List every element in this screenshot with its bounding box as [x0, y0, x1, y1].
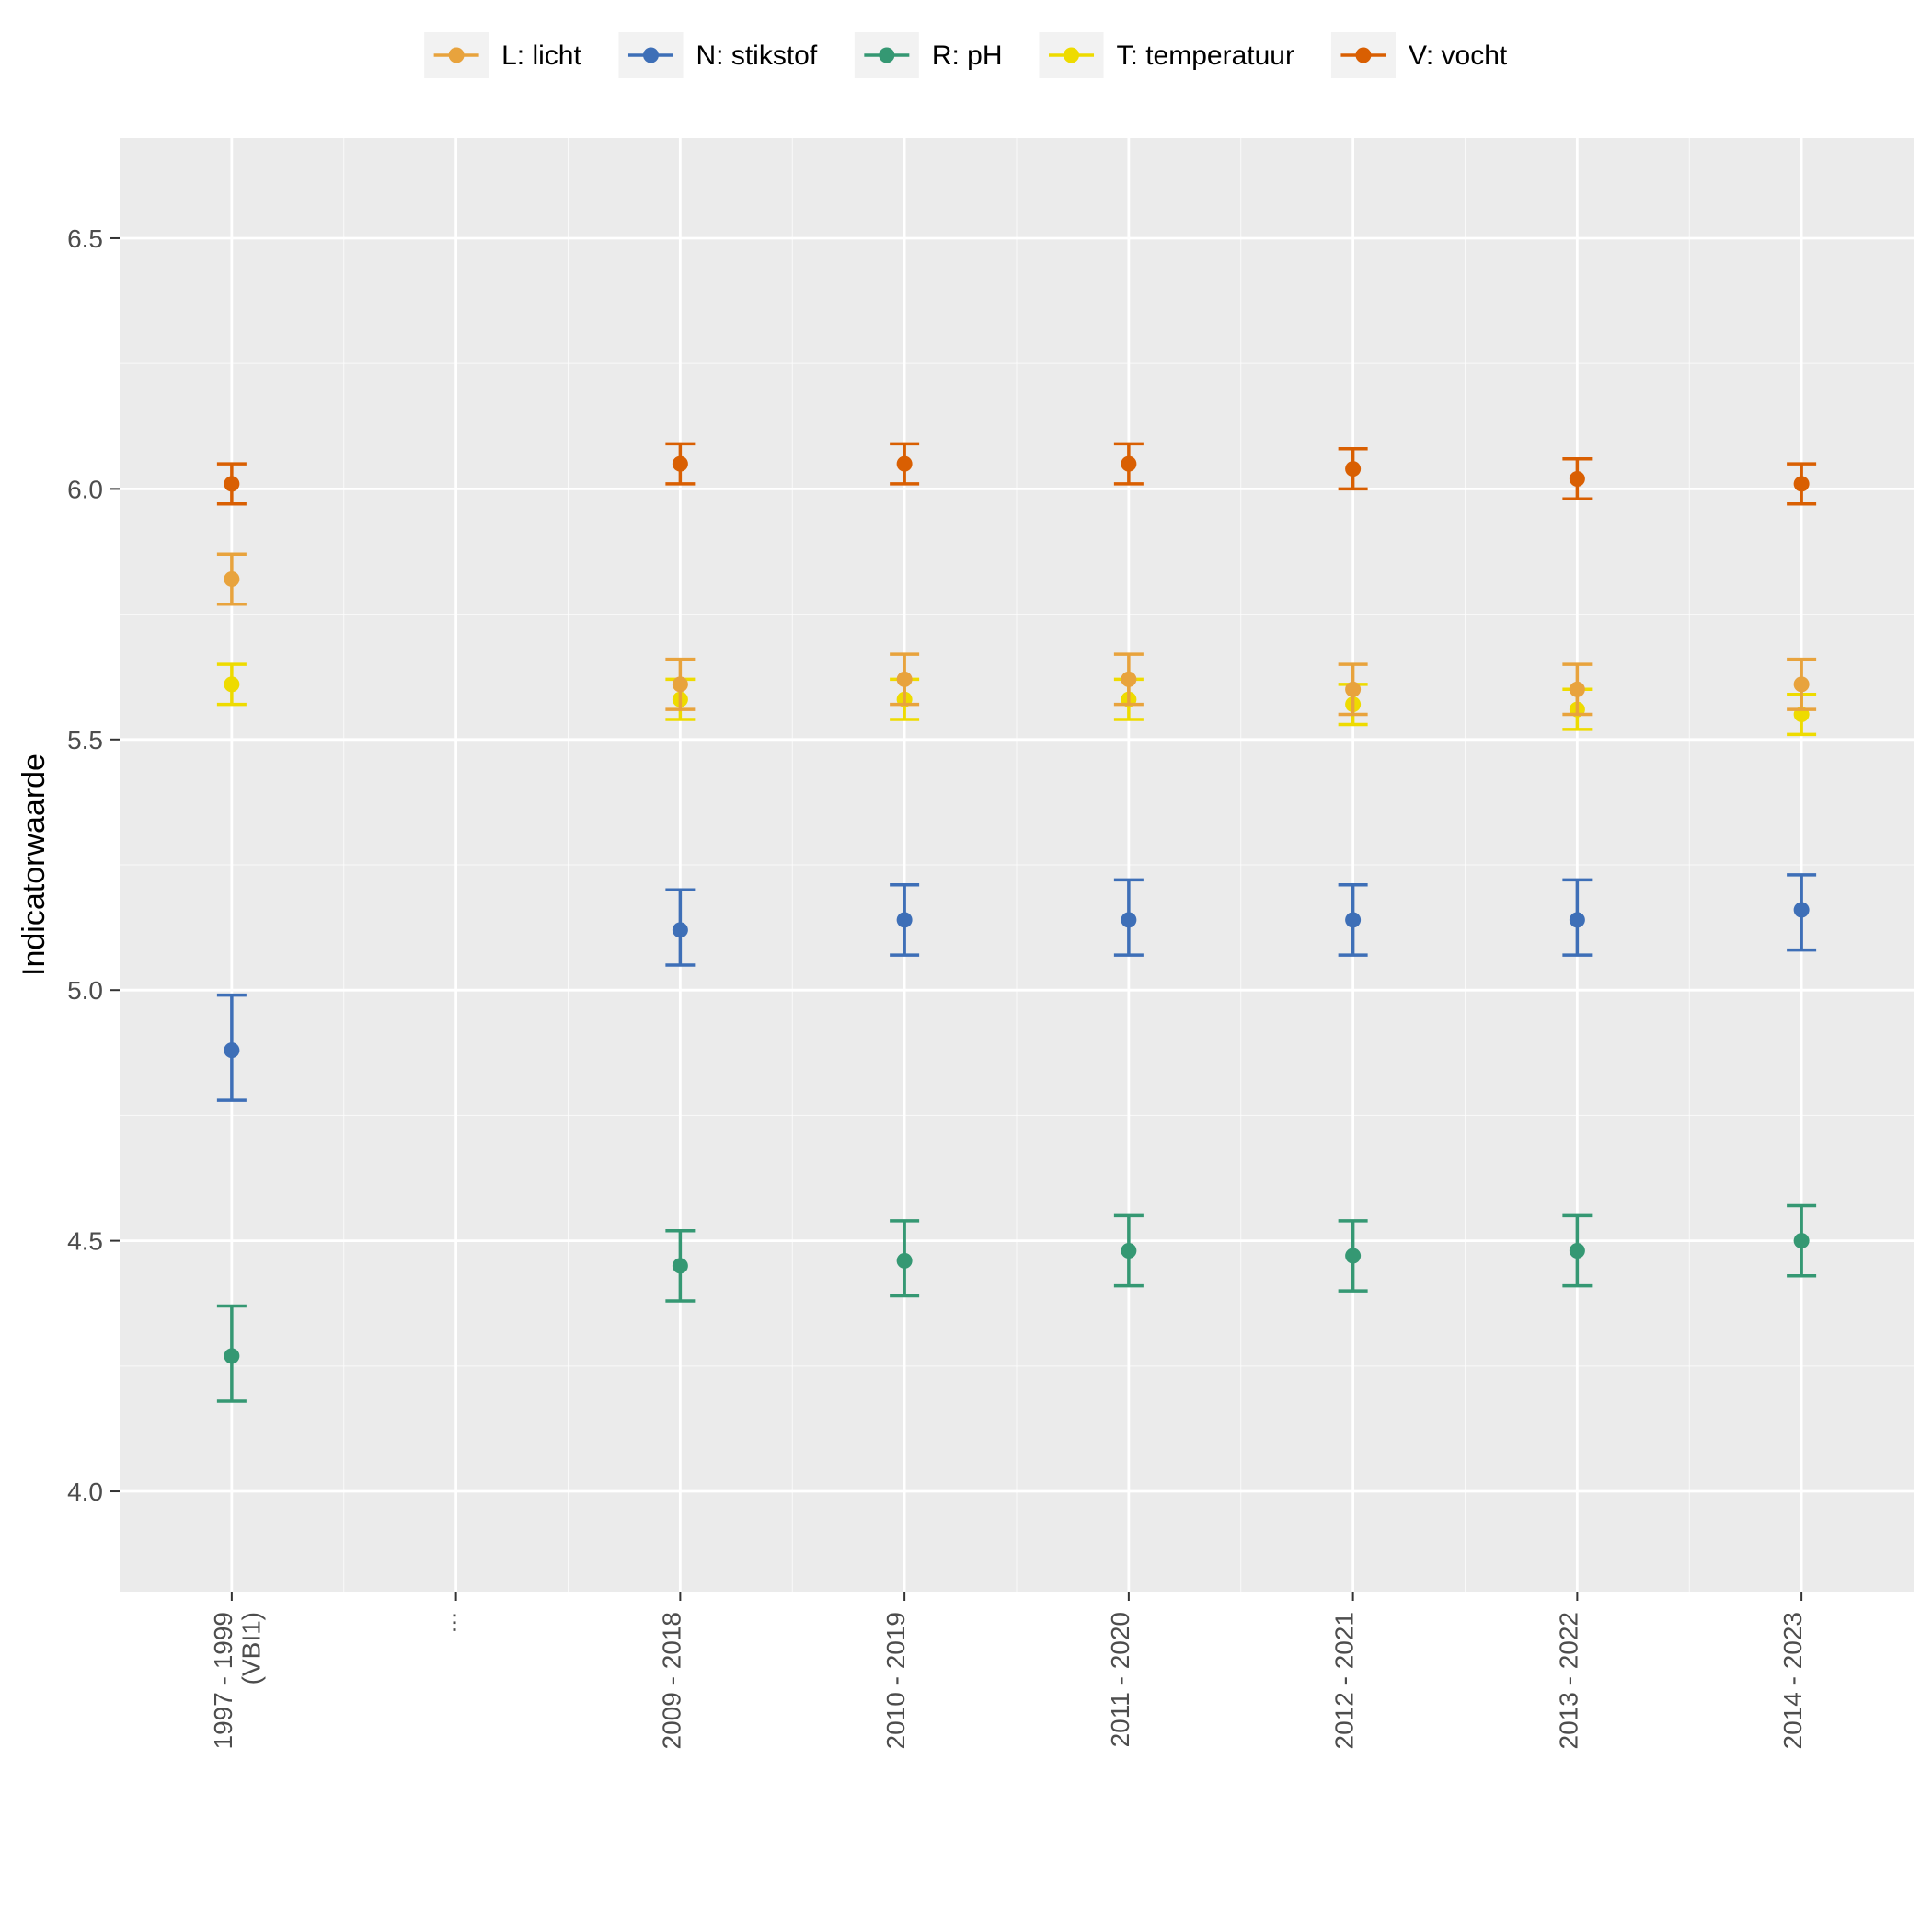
point-N: [1794, 903, 1810, 918]
point-N: [897, 912, 913, 927]
legend-point-icon: [1064, 48, 1079, 63]
point-R: [897, 1253, 913, 1269]
point-V: [1121, 456, 1136, 472]
legend-item-V: V: vocht: [1331, 32, 1508, 78]
ytick-label: 4.5: [67, 1227, 103, 1256]
point-T: [224, 676, 239, 692]
legend: L: licht N: stikstof R: pH T: temperatuur V:…: [424, 32, 1508, 78]
point-L: [1121, 672, 1136, 687]
legend-label: T: temperatuur: [1117, 40, 1294, 71]
ytick-label: 4.0: [67, 1478, 103, 1506]
xtick-label-group: 2014 - 2023: [1778, 1612, 1807, 1749]
point-R: [1794, 1233, 1810, 1248]
xtick-label-group: ...: [433, 1612, 462, 1633]
xtick-label-group: 2013 - 2022: [1554, 1612, 1582, 1749]
legend-label: L: licht: [501, 40, 581, 71]
point-N: [673, 922, 688, 937]
point-V: [1794, 476, 1810, 491]
point-R: [1121, 1243, 1136, 1259]
xtick-label-group: 1997 - 1999(VBI1): [209, 1612, 266, 1749]
point-N: [1345, 912, 1361, 927]
point-R: [1345, 1248, 1361, 1263]
xtick-label: 2013 - 2022: [1554, 1612, 1582, 1749]
point-V: [673, 456, 688, 472]
xtick-label: 2009 - 2018: [657, 1612, 685, 1749]
point-V: [897, 456, 913, 472]
xtick-label-group: 2012 - 2021: [1330, 1612, 1359, 1749]
xtick-label-group: 2011 - 2020: [1106, 1612, 1134, 1747]
legend-label: R: pH: [932, 40, 1003, 71]
xtick-label-group: 2009 - 2018: [657, 1612, 685, 1749]
legend-item-R: R: pH: [855, 32, 1003, 78]
chart-svg: 4.0 4.5 5.0 5.5 6.0 6.5 Indicatorwaarde 1997 - …: [0, 0, 1932, 1932]
xtick-label: 1997 - 1999(VBI1): [209, 1612, 266, 1749]
point-L: [1570, 682, 1585, 697]
xtick-label: ...: [433, 1612, 462, 1633]
point-N: [1121, 912, 1136, 927]
point-N: [224, 1042, 239, 1058]
point-R: [1570, 1243, 1585, 1259]
legend-item-L: L: licht: [424, 32, 581, 78]
xtick-label-group: 2010 - 2019: [881, 1612, 910, 1749]
legend-label: N: stikstof: [696, 40, 817, 71]
xtick-label: 2012 - 2021: [1330, 1612, 1359, 1749]
point-V: [1570, 471, 1585, 487]
point-L: [897, 672, 913, 687]
point-L: [1345, 682, 1361, 697]
legend-label: V: vocht: [1409, 40, 1508, 71]
chart-container: 4.0 4.5 5.0 5.5 6.0 6.5 Indicatorwaarde 1997 - …: [0, 0, 1932, 1932]
y-axis-label: Indicatorwaarde: [17, 753, 52, 976]
point-R: [224, 1348, 239, 1363]
point-L: [1794, 676, 1810, 692]
legend-point-icon: [449, 48, 465, 63]
point-V: [224, 476, 239, 491]
point-L: [224, 571, 239, 587]
legend-point-icon: [879, 48, 894, 63]
ytick-label: 5.0: [67, 976, 103, 1005]
xtick-label: 2014 - 2023: [1778, 1612, 1807, 1749]
legend-point-icon: [1355, 48, 1371, 63]
ytick-label: 6.5: [67, 224, 103, 253]
point-N: [1570, 912, 1585, 927]
legend-point-icon: [643, 48, 659, 63]
xtick-label: 2010 - 2019: [881, 1612, 910, 1749]
legend-item-T: T: temperatuur: [1040, 32, 1294, 78]
point-R: [673, 1258, 688, 1273]
xtick-label: 2011 - 2020: [1106, 1612, 1134, 1747]
ytick-label: 5.5: [67, 726, 103, 754]
ytick-label: 6.0: [67, 475, 103, 503]
legend-item-N: N: stikstof: [618, 32, 817, 78]
point-L: [673, 676, 688, 692]
point-V: [1345, 461, 1361, 477]
